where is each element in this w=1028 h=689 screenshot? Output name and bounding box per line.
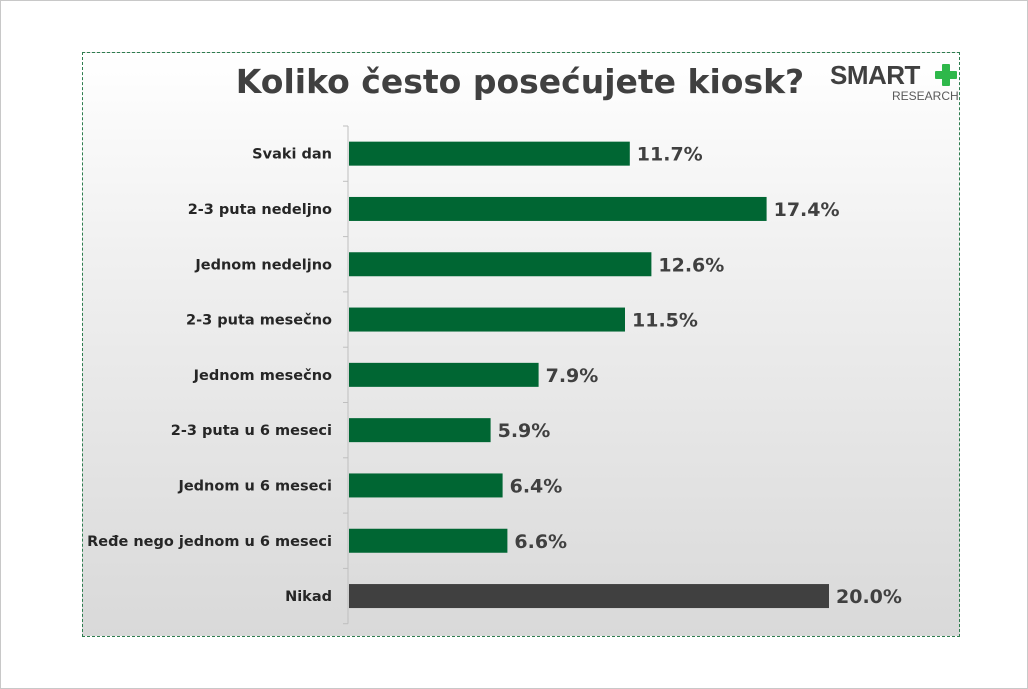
- value-label: 17.4%: [774, 199, 840, 221]
- bar: [349, 307, 625, 332]
- value-label: 6.6%: [514, 531, 567, 553]
- category-label: Nikad: [285, 589, 332, 605]
- plus-icon: [935, 64, 957, 86]
- bar: [349, 418, 491, 443]
- value-label: 12.6%: [658, 254, 724, 276]
- bar: [349, 252, 652, 277]
- bar: [349, 473, 503, 498]
- value-label: 11.5%: [632, 310, 698, 332]
- category-label: 2-3 puta u 6 meseci: [171, 423, 332, 439]
- bar: [349, 362, 539, 387]
- value-label: 6.4%: [510, 475, 563, 497]
- bar: [349, 584, 829, 609]
- category-label: Svaki dan: [252, 147, 332, 163]
- category-label: Jednom mesečno: [193, 368, 332, 384]
- category-label: 2-3 puta mesečno: [186, 313, 332, 329]
- category-label: Ređe nego jednom u 6 meseci: [87, 534, 332, 550]
- value-label: 20.0%: [836, 586, 902, 608]
- smart-research-logo: SMART RESEARCH: [830, 60, 960, 104]
- value-label: 5.9%: [498, 420, 551, 442]
- bar: [349, 141, 630, 166]
- value-label: 11.7%: [637, 144, 703, 166]
- category-label: Jednom nedeljno: [194, 257, 332, 273]
- chart-title: Koliko često posećujete kiosk?: [235, 62, 805, 101]
- category-label: Jednom u 6 meseci: [177, 478, 332, 494]
- bar: [349, 528, 508, 553]
- category-label: 2-3 puta nedeljno: [188, 202, 332, 218]
- bar: [349, 196, 767, 221]
- value-label: 7.9%: [546, 365, 599, 387]
- logo-word: SMART: [830, 60, 920, 90]
- logo-subtitle: RESEARCH: [892, 89, 959, 103]
